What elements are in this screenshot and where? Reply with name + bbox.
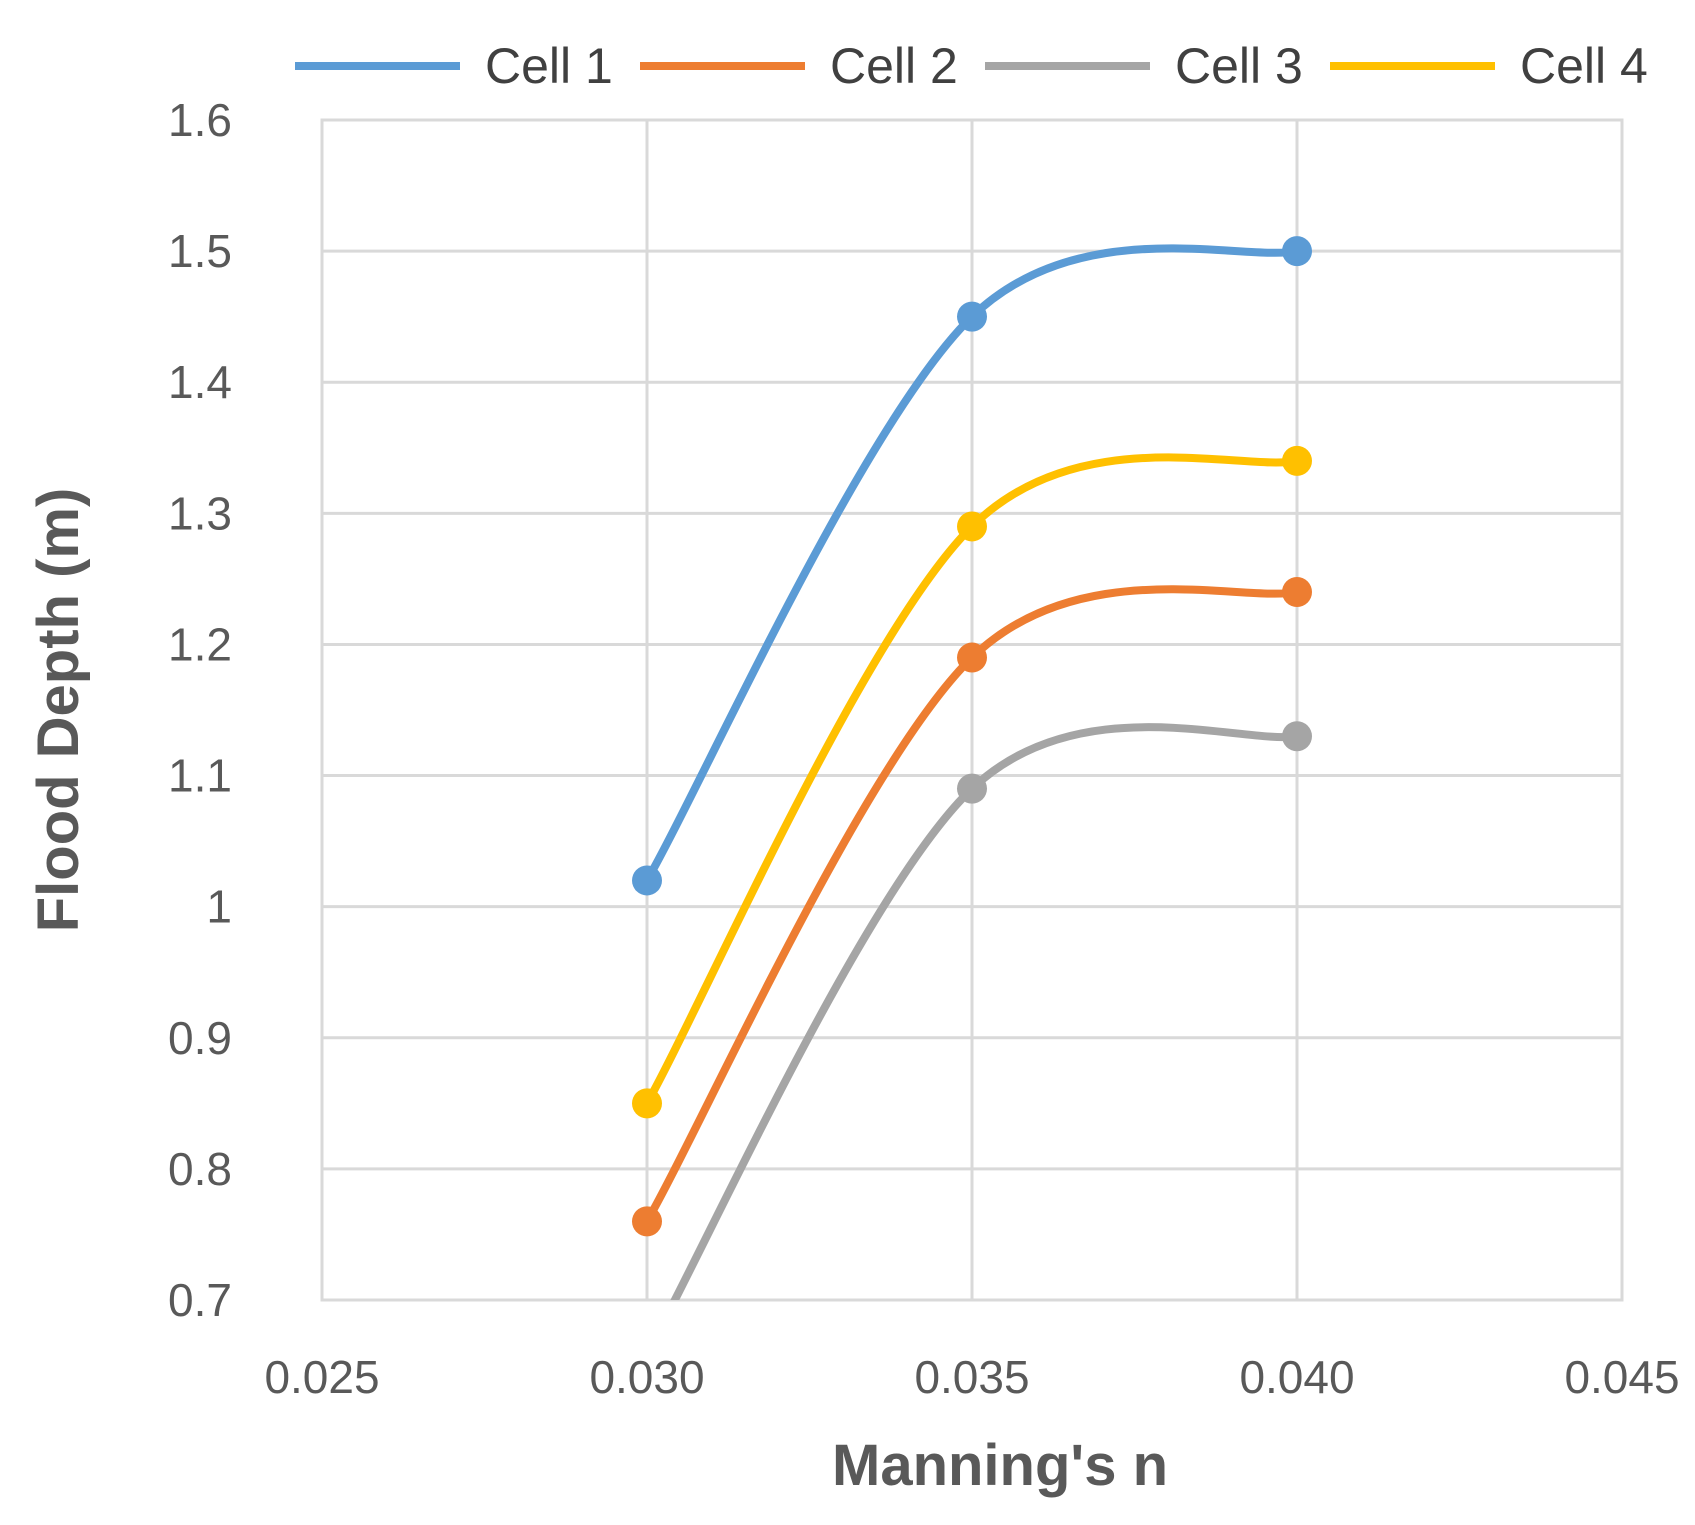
legend[interactable]: Cell 1 Cell 2 Cell 3 Cell 4 [295, 38, 1648, 94]
cell-3-point [957, 773, 987, 804]
x-tick-label: 0.025 [264, 1351, 379, 1403]
legend-item-cell-2[interactable]: Cell 2 [640, 38, 958, 94]
legend-item-cell-4[interactable]: Cell 4 [1330, 38, 1648, 94]
series-markers [632, 236, 1312, 1237]
cell-3-point [1282, 721, 1312, 752]
y-tick-label: 0.8 [168, 1143, 232, 1195]
cell-1-point [957, 301, 987, 332]
y-tick-label: 1 [206, 881, 232, 933]
cell-2-point [1282, 577, 1312, 607]
cell-4-line [643, 453, 1301, 1108]
plot-area [320, 118, 1624, 1302]
legend-item-cell-3[interactable]: Cell 3 [985, 38, 1303, 94]
cell-1-point [632, 865, 662, 896]
x-tick-label: 0.045 [1564, 1351, 1679, 1403]
cell-4-point [632, 1088, 662, 1119]
y-tick-label: 1.1 [168, 750, 232, 802]
y-axis-ticks: 0.7 0.8 0.9 1 1.1 1.2 1.3 1.4 1.5 1.6 [168, 94, 232, 1326]
y-tick-label: 1.6 [168, 94, 232, 146]
y-tick-label: 1.3 [168, 487, 232, 539]
x-tick-label: 0.030 [589, 1351, 704, 1403]
cell-1-line [643, 244, 1301, 885]
legend-label: Cell 1 [485, 38, 613, 94]
y-tick-label: 1.5 [168, 225, 232, 277]
x-tick-label: 0.035 [914, 1351, 1029, 1403]
series-lines [643, 244, 1301, 1300]
legend-label: Cell 4 [1520, 38, 1648, 94]
y-tick-label: 0.7 [168, 1274, 232, 1326]
y-axis-title: Flood Depth (m) [26, 488, 91, 933]
x-axis-ticks: 0.025 0.030 0.035 0.040 0.045 [264, 1351, 1679, 1403]
y-tick-label: 1.2 [168, 618, 232, 670]
cell-1-point [1282, 236, 1312, 267]
cell-2-point [632, 1206, 662, 1237]
legend-label: Cell 3 [1175, 38, 1303, 94]
x-axis-title: Manning's n [832, 1433, 1168, 1498]
x-tick-label: 0.040 [1239, 1351, 1354, 1403]
y-tick-label: 1.4 [168, 356, 232, 408]
cell-3-line [670, 723, 1301, 1300]
legend-label: Cell 2 [830, 38, 958, 94]
cell-4-point [957, 511, 987, 542]
cell-4-point [1282, 445, 1312, 476]
legend-item-cell-1[interactable]: Cell 1 [295, 38, 613, 94]
y-tick-label: 0.9 [168, 1012, 232, 1064]
cell-2-point [957, 642, 987, 673]
cell-2-line [643, 585, 1301, 1226]
gridlines [320, 118, 1624, 1302]
